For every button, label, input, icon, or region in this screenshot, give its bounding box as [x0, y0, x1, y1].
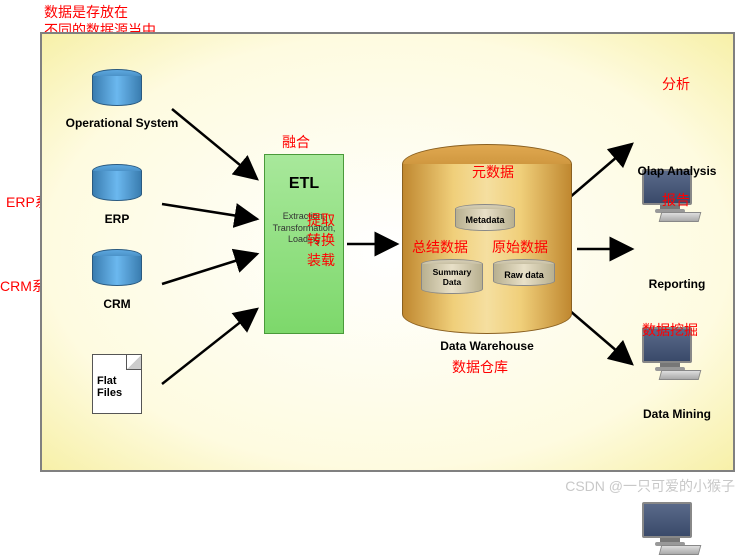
source-crm-label: CRM	[92, 297, 142, 311]
dw-summary-label: SummaryData	[421, 264, 483, 294]
note-analysis: 分析	[662, 76, 690, 93]
source-operational-label: Operational System	[62, 116, 182, 130]
note-mining: 数据挖掘	[642, 322, 698, 339]
output-olap-label: Olap Analysis	[627, 164, 727, 178]
output-mining-label: Data Mining	[632, 407, 722, 421]
dw-raw-label: Raw data	[493, 264, 555, 286]
note-report: 报告	[662, 192, 690, 209]
note-summary: 总结数据	[412, 239, 468, 256]
note-dw: 数据仓库	[452, 359, 508, 376]
source-flatfiles-label: FlatFiles	[93, 355, 141, 399]
note-etl-load: 装载	[307, 252, 335, 269]
source-flatfiles-icon: FlatFiles	[92, 354, 142, 414]
note-etl-merge: 融合	[282, 134, 310, 151]
output-reporting-label: Reporting	[637, 277, 717, 291]
dw-label: Data Warehouse	[427, 339, 547, 353]
dw-summary-cylinder: SummaryData	[421, 259, 483, 294]
note-metadata: 元数据	[472, 164, 514, 181]
note-top-1: 数据是存放在	[44, 4, 128, 21]
source-erp-label: ERP	[92, 212, 142, 226]
dw-metadata-cylinder: Metadata	[455, 204, 515, 231]
etl-title: ETL	[265, 175, 343, 193]
dw-metadata-label: Metadata	[455, 209, 515, 231]
source-operational-cylinder	[92, 69, 142, 106]
output-mining-icon	[642, 502, 697, 547]
watermark: CSDN @一只可爱的小猴子	[565, 476, 735, 496]
note-etl-extract: 提取	[307, 212, 335, 229]
note-raw: 原始数据	[492, 239, 548, 256]
source-crm-cylinder	[92, 249, 142, 286]
note-etl-transform: 转换	[307, 232, 335, 249]
diagram-frame: Operational System ERP CRM FlatFiles ETL…	[40, 32, 735, 472]
source-erp-cylinder	[92, 164, 142, 201]
dw-raw-cylinder: Raw data	[493, 259, 555, 286]
